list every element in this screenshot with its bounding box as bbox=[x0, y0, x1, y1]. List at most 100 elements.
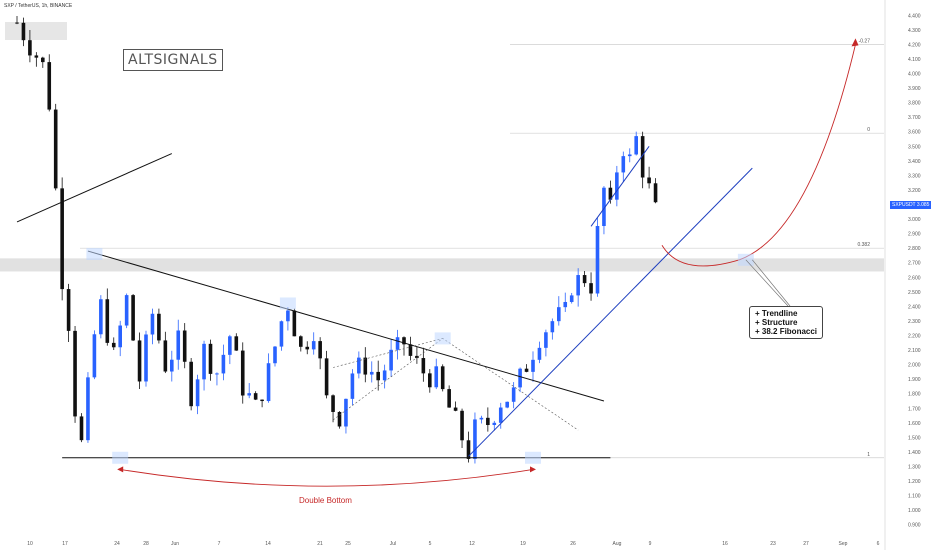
candle-body bbox=[266, 363, 271, 402]
candle-body bbox=[376, 371, 380, 381]
time-tick-label: 27 bbox=[803, 541, 809, 547]
candle-body bbox=[66, 289, 71, 331]
candle-body bbox=[163, 340, 168, 372]
candle-body bbox=[537, 347, 542, 360]
touch-highlight bbox=[86, 247, 103, 260]
price-tick-label: 0.900 bbox=[908, 523, 921, 529]
candle-body bbox=[434, 366, 439, 388]
price-tick-label: 4.300 bbox=[908, 28, 921, 34]
candle-body bbox=[86, 377, 90, 441]
candle-body bbox=[569, 295, 574, 302]
candle-body bbox=[311, 341, 316, 350]
resistance-zone bbox=[0, 258, 884, 272]
price-tick-label: 3.500 bbox=[908, 144, 921, 150]
note-connector bbox=[745, 259, 789, 307]
projection-arrowhead bbox=[851, 38, 859, 47]
price-tag-value: 3.085 bbox=[916, 202, 930, 208]
candle-body bbox=[182, 330, 187, 362]
candle-body bbox=[215, 373, 219, 375]
candle-body bbox=[466, 440, 471, 459]
time-tick-label: 19 bbox=[520, 541, 526, 547]
candle-body bbox=[324, 358, 329, 396]
price-tick-label: 1.500 bbox=[908, 435, 921, 441]
candle-body bbox=[292, 310, 297, 337]
price-tick-label: 2.600 bbox=[908, 275, 921, 281]
candle-body bbox=[395, 337, 400, 350]
price-tick-label: 1.100 bbox=[908, 494, 921, 500]
time-tick-label: Jun bbox=[171, 541, 179, 547]
price-tick-label: 3.800 bbox=[908, 101, 921, 107]
brand-label: ALTSIGNALS bbox=[123, 49, 223, 71]
projection-curve bbox=[661, 44, 856, 267]
candle-body bbox=[544, 332, 548, 348]
price-tick-label: 3.200 bbox=[908, 188, 921, 194]
time-tick-label: 25 bbox=[345, 541, 351, 547]
price-tick-label: 1.000 bbox=[908, 508, 921, 514]
candle-body bbox=[189, 361, 193, 407]
double-bottom-arrow-left bbox=[117, 466, 124, 473]
candle-body bbox=[344, 398, 348, 427]
candle-body bbox=[137, 340, 142, 382]
price-tick-label: 3.700 bbox=[908, 115, 921, 121]
trendlines-layer bbox=[16, 38, 859, 487]
candle-body bbox=[118, 325, 122, 348]
price-tick-label: 2.400 bbox=[908, 304, 921, 310]
touch-highlight bbox=[434, 332, 451, 345]
candle-body bbox=[382, 370, 387, 381]
candle-body bbox=[595, 226, 600, 294]
price-tick-label: 2.500 bbox=[908, 290, 921, 296]
time-tick-label: Aug bbox=[613, 541, 622, 547]
time-tick-label: 6 bbox=[877, 541, 880, 547]
price-tick-label: 1.700 bbox=[908, 406, 921, 412]
candle-body bbox=[447, 389, 451, 408]
candle-body bbox=[640, 136, 645, 178]
price-tick-label: 2.000 bbox=[908, 363, 921, 369]
candle-body bbox=[105, 299, 110, 343]
candle-body bbox=[234, 336, 239, 351]
candle-body bbox=[279, 321, 284, 347]
note-line-structure: + Structure bbox=[755, 318, 798, 327]
candle-body bbox=[195, 379, 200, 407]
price-tick-label: 2.800 bbox=[908, 246, 921, 252]
candle-body bbox=[524, 368, 529, 372]
candle-body bbox=[208, 343, 213, 374]
candle-body bbox=[53, 109, 58, 189]
time-tick-label: 9 bbox=[649, 541, 652, 547]
touch-highlight bbox=[112, 451, 129, 464]
candle-body bbox=[557, 307, 561, 322]
price-tick-label: 2.900 bbox=[908, 232, 921, 238]
candle-body bbox=[260, 399, 264, 402]
price-tick-label: 2.300 bbox=[908, 319, 921, 325]
price-tick-label: 3.600 bbox=[908, 130, 921, 136]
time-tick-label: 23 bbox=[770, 541, 776, 547]
candle-body bbox=[428, 373, 432, 388]
note-connector bbox=[752, 259, 791, 307]
candle-body bbox=[486, 417, 490, 426]
candle-body bbox=[363, 357, 368, 375]
candle-body bbox=[60, 188, 64, 290]
time-tick-label: Sep bbox=[839, 541, 848, 547]
candle-body bbox=[357, 357, 361, 374]
candles-layer bbox=[15, 16, 658, 464]
time-tick-label: Jul bbox=[390, 541, 396, 547]
fib-levels-layer: -0.27 0 0.382 1 bbox=[80, 38, 884, 459]
candle-body bbox=[157, 313, 161, 341]
price-tick-label: 2.100 bbox=[908, 348, 921, 354]
time-tick-label: 7 bbox=[218, 541, 221, 547]
candle-body bbox=[647, 177, 651, 184]
price-tick-label: 4.100 bbox=[908, 57, 921, 63]
candle-body bbox=[634, 136, 638, 155]
price-tag-symbol: SXPUSDT bbox=[892, 202, 916, 208]
candle-body bbox=[47, 62, 52, 110]
candle-body bbox=[286, 310, 290, 322]
candle-body bbox=[402, 337, 406, 345]
price-tag: SXPUSDT 3.085 bbox=[890, 201, 932, 209]
candle-body bbox=[453, 407, 458, 411]
fib-level-label: 1 bbox=[867, 452, 870, 458]
price-tick-label: 3.900 bbox=[908, 86, 921, 92]
candle-body bbox=[34, 55, 39, 58]
time-tick-label: 5 bbox=[429, 541, 432, 547]
double-bottom-arc bbox=[120, 468, 534, 487]
candle-body bbox=[518, 368, 522, 388]
